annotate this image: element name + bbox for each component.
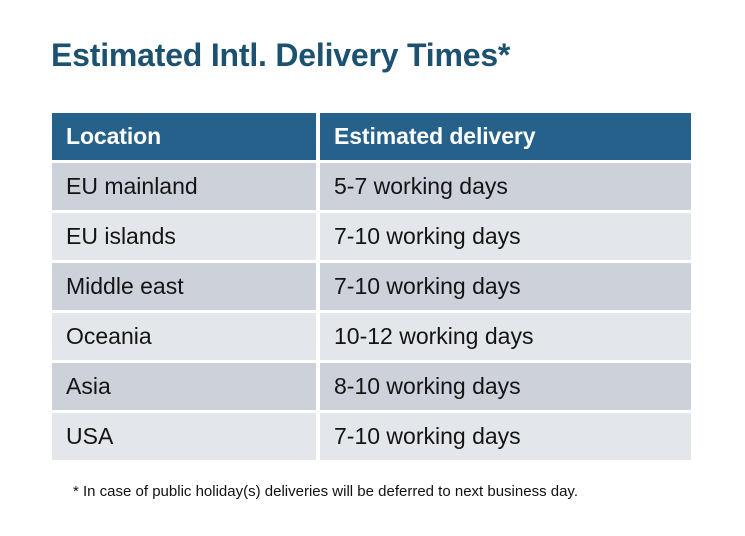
column-header-location: Location — [52, 113, 316, 160]
column-header-estimated-delivery: Estimated delivery — [320, 113, 691, 160]
cell-location: Oceania — [52, 313, 316, 360]
table-row: USA 7-10 working days — [52, 413, 691, 460]
cell-location: USA — [52, 413, 316, 460]
footnote-text: * In case of public holiday(s) deliverie… — [73, 483, 578, 500]
cell-location: EU islands — [52, 213, 316, 260]
table-row: Asia 8-10 working days — [52, 363, 691, 410]
cell-location: Middle east — [52, 263, 316, 310]
cell-location: EU mainland — [52, 163, 316, 210]
table-header-row: Location Estimated delivery — [52, 113, 691, 160]
cell-estimated-delivery: 7-10 working days — [320, 213, 691, 260]
table-row: EU mainland 5-7 working days — [52, 163, 691, 210]
cell-location: Asia — [52, 363, 316, 410]
table-row: EU islands 7-10 working days — [52, 213, 691, 260]
delivery-times-table: Location Estimated delivery EU mainland … — [52, 113, 691, 460]
table-row: Oceania 10-12 working days — [52, 313, 691, 360]
table-row: Middle east 7-10 working days — [52, 263, 691, 310]
cell-estimated-delivery: 10-12 working days — [320, 313, 691, 360]
cell-estimated-delivery: 7-10 working days — [320, 263, 691, 310]
page-title: Estimated Intl. Delivery Times* — [51, 37, 511, 73]
cell-estimated-delivery: 8-10 working days — [320, 363, 691, 410]
cell-estimated-delivery: 5-7 working days — [320, 163, 691, 210]
cell-estimated-delivery: 7-10 working days — [320, 413, 691, 460]
